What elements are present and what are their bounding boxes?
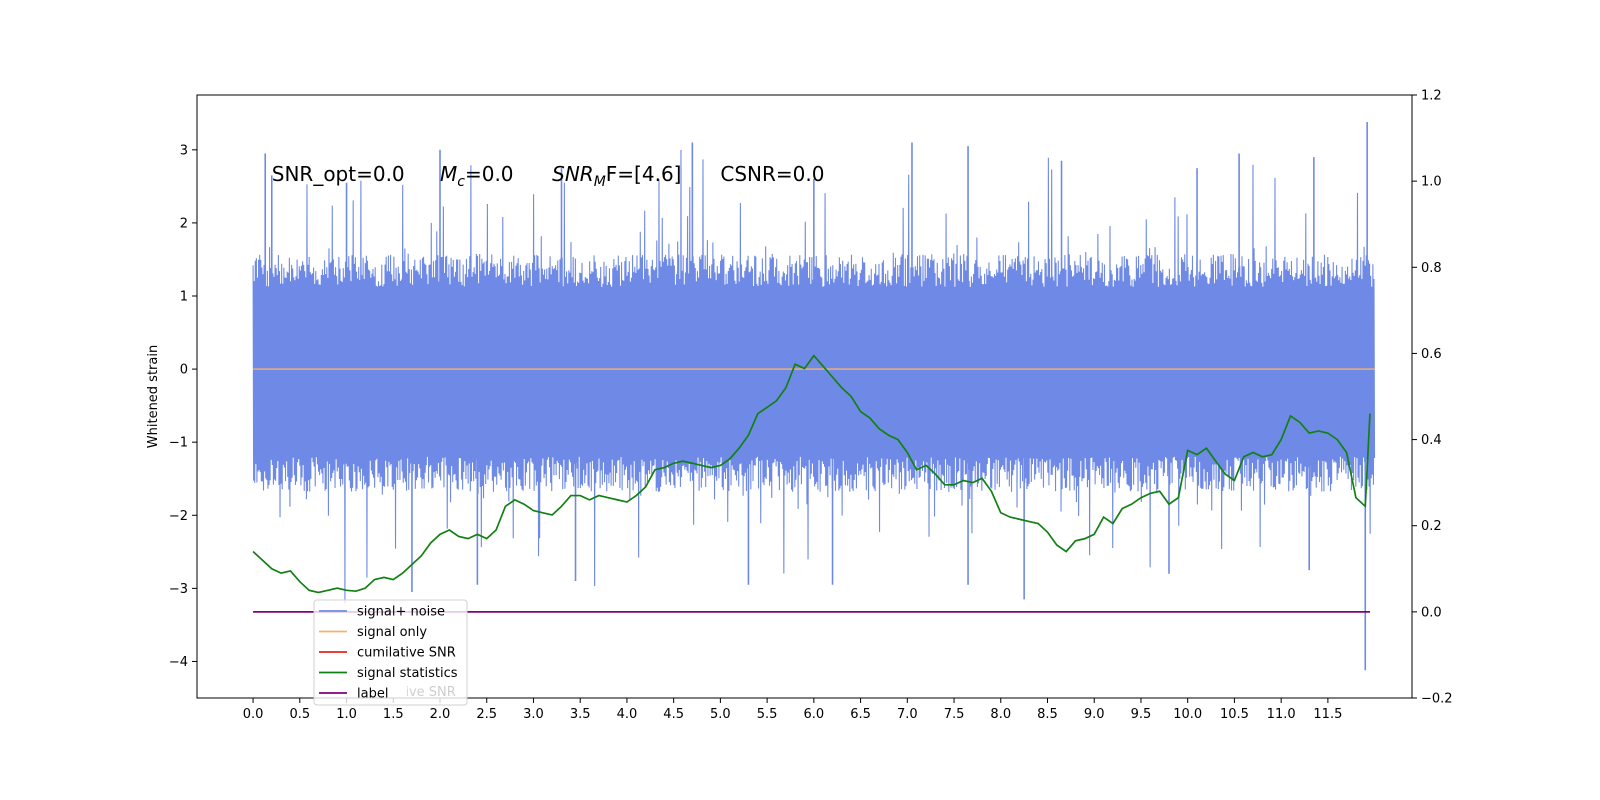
annotation-text: SNR_opt=0.0	[272, 162, 405, 186]
x-tick-label: 6.5	[850, 707, 871, 722]
y2-tick-label: −0.2	[1421, 692, 1453, 707]
annotations: SNR_opt=0.0 Mc=0.0 SNRMF=[4.6] CSNR=0.0	[272, 162, 825, 190]
x-tick-label: 1.0	[336, 707, 357, 722]
y-tick-label: −4	[169, 655, 188, 670]
y2-tick-label: 0.8	[1421, 261, 1442, 276]
x-tick-label: 0.0	[243, 707, 264, 722]
x-tick-label: 8.5	[1037, 707, 1058, 722]
y2-tick-label: 1.2	[1421, 89, 1442, 104]
y2-tick-label: 0.2	[1421, 519, 1442, 534]
x-tick-label: 2.0	[430, 707, 451, 722]
x-tick-label: 8.0	[990, 707, 1011, 722]
x-tick-label: 2.5	[476, 707, 497, 722]
y-tick-label: −2	[169, 509, 188, 524]
annotation-text: Mc=0.0	[440, 162, 514, 190]
x-tick-label: 11.0	[1267, 707, 1296, 722]
x-tick-label: 9.0	[1084, 707, 1105, 722]
legend-box	[313, 599, 468, 706]
y2-tick-label: 1.0	[1421, 175, 1442, 190]
x-tick-label: 6.0	[804, 707, 825, 722]
x-tick-label: 1.5	[383, 707, 404, 722]
signal-noise-series	[252, 122, 1376, 671]
legend-entry: signal+ noise	[357, 605, 445, 620]
x-tick-label: 10.0	[1173, 707, 1202, 722]
x-tick-label: 0.5	[289, 707, 310, 722]
y-tick-label: 2	[180, 216, 188, 231]
y-axis-label: Whitened strain	[146, 345, 161, 448]
y2-tick-label: 0.0	[1421, 605, 1442, 620]
x-tick-label: 5.5	[757, 707, 778, 722]
annotation-text: SNRMF=[4.6]	[552, 162, 681, 190]
legend-entry: signal statistics	[357, 666, 458, 681]
legend-entry: label	[357, 687, 388, 702]
tick-labels: 0.0 0.5 1.0 1.5 2.0 2.5 3.0 3.5 4.0 4.5 5.0 5.5 6.0 6…	[169, 89, 1453, 723]
y-tick-label: 0	[180, 363, 188, 378]
x-tick-label: 9.5	[1131, 707, 1152, 722]
y2-tick-label: 0.6	[1421, 347, 1442, 362]
x-tick-label: 7.0	[897, 707, 918, 722]
axes	[192, 94, 1417, 703]
x-tick-label: 7.5	[944, 707, 965, 722]
y2-tick-label: 0.4	[1421, 433, 1442, 448]
legend-entry: signal only	[357, 625, 427, 640]
signal-statistics-line	[252, 354, 1371, 594]
y-tick-label: −1	[169, 436, 188, 451]
annotation-text: CSNR=0.0	[720, 162, 824, 186]
x-tick-label: 11.5	[1313, 707, 1342, 722]
x-tick-label: 3.0	[523, 707, 544, 722]
y-tick-label: −3	[169, 582, 188, 597]
x-tick-label: 4.0	[617, 707, 638, 722]
legend-entry: cumilative SNR	[357, 646, 456, 661]
x-tick-label: 3.5	[570, 707, 591, 722]
y-tick-label: 1	[180, 290, 188, 305]
x-tick-label: 10.5	[1220, 707, 1249, 722]
plot-frame	[196, 94, 1413, 699]
x-tick-label: 4.5	[663, 707, 684, 722]
x-tick-label: 5.0	[710, 707, 731, 722]
y-tick-label: 3	[180, 143, 188, 158]
